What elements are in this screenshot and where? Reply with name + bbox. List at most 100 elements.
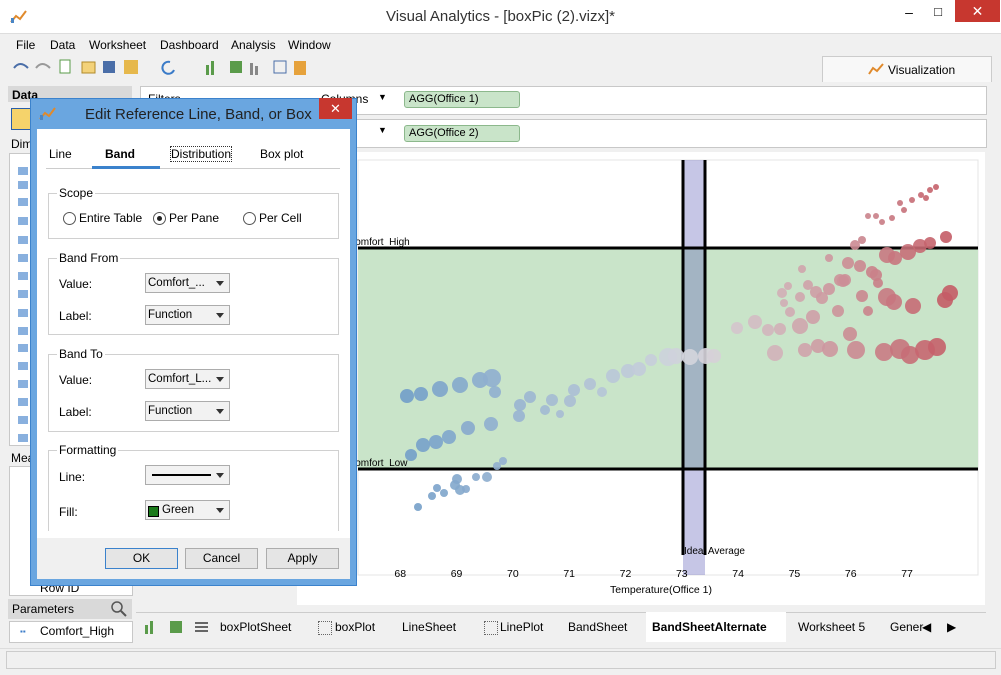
scatter-dot (784, 282, 792, 290)
sheet-tab[interactable]: LinePlot (500, 620, 544, 634)
band-to-label-label: Label: (59, 405, 92, 419)
scatter-dot (816, 292, 828, 304)
parameter-item[interactable]: Comfort_High (40, 624, 115, 638)
sheet-tab[interactable]: Gener (890, 620, 924, 634)
dialog-close[interactable]: ✕ (319, 98, 352, 119)
scatter-dot (405, 449, 417, 461)
sheet-tab[interactable]: BandSheet (568, 620, 628, 634)
scatter-dot (428, 492, 436, 500)
field-icon (18, 236, 28, 244)
scatter-dot (875, 343, 893, 361)
status-field (6, 651, 996, 669)
title-bar (0, 0, 1001, 34)
scatter-dot (564, 395, 576, 407)
sheet-tab-bar (136, 612, 986, 643)
dialog-tab[interactable]: Distribution (169, 146, 233, 162)
line-label: Line: (59, 470, 86, 484)
scatter-dot (748, 315, 762, 329)
x-tick-label: 70 (507, 568, 519, 580)
menu-item[interactable]: Worksheet (89, 38, 147, 52)
fill-select[interactable] (145, 500, 230, 520)
dialog-tab[interactable]: Line (49, 147, 72, 161)
ok-button[interactable]: OK (105, 548, 178, 569)
scatter-dot (825, 254, 833, 262)
radio[interactable] (63, 212, 76, 225)
visualization-label: Visualization (888, 63, 956, 77)
scatter-dot (493, 462, 501, 470)
sheet-tab[interactable]: BandSheetAlternate (652, 620, 767, 634)
tab-scroll-left[interactable]: ◀ (922, 620, 932, 634)
line-style-select[interactable] (145, 465, 230, 485)
sheet-tab[interactable]: boxPlot (335, 620, 376, 634)
radio-label[interactable]: Per Cell (259, 211, 302, 225)
columns-pill[interactable]: AGG(Office 1) (404, 91, 520, 108)
dialog-title: Edit Reference Line, Band, or Box (85, 106, 312, 123)
search-icon[interactable] (111, 601, 127, 617)
x-tick-label: 72 (620, 568, 632, 580)
scatter-dot (546, 394, 558, 406)
rows-pill[interactable]: AGG(Office 2) (404, 125, 520, 142)
radio-label[interactable]: Entire Table (79, 211, 143, 225)
columns-dropdown[interactable]: ▼ (378, 92, 387, 102)
dialog-tab[interactable]: Box plot (260, 147, 304, 161)
sheet-tab[interactable]: Worksheet 5 (798, 620, 866, 634)
radio-label[interactable]: Per Pane (169, 211, 220, 225)
scatter-dot (429, 435, 443, 449)
field-icon (18, 327, 28, 335)
radio[interactable] (153, 212, 166, 225)
close-button[interactable]: ✕ (955, 0, 1000, 22)
field-icon (18, 344, 28, 352)
sheet-tab[interactable]: LineSheet (402, 620, 457, 634)
cancel-button[interactable]: Cancel (185, 548, 258, 569)
menu-item[interactable]: Window (288, 38, 331, 52)
scatter-dot (866, 266, 878, 278)
ideal-average-label: Ideal Average (684, 546, 745, 557)
parameter-item-box[interactable] (9, 621, 133, 643)
band-to-label-select[interactable]: Function (145, 401, 230, 421)
tab-scroll-right[interactable]: ▶ (947, 620, 957, 634)
menu-item[interactable]: Data (50, 38, 76, 52)
scatter-dot (822, 341, 838, 357)
band-from-group: Band From (48, 251, 339, 335)
minimize-button[interactable]: – (905, 4, 913, 20)
maximize-button[interactable]: □ (934, 4, 942, 19)
band-to-value-select[interactable]: Comfort_L... (145, 369, 230, 389)
radio[interactable] (243, 212, 256, 225)
dialog-tab[interactable]: Band (105, 147, 135, 161)
field-icon (18, 309, 28, 317)
menu-item[interactable]: Analysis (231, 38, 276, 52)
scatter-dot (499, 457, 507, 465)
active-tab-indicator (92, 166, 160, 169)
field-icon (18, 272, 28, 280)
scatter-dot (889, 215, 895, 221)
scatter-dot (940, 231, 952, 243)
band-from-label-select[interactable]: Function (145, 305, 230, 325)
scatter-dot (780, 299, 788, 307)
menu-item[interactable]: Dashboard (160, 38, 219, 52)
scatter-dot (414, 503, 422, 511)
scatter-dot (806, 310, 820, 324)
tab-separator (46, 168, 340, 169)
scatter-dot (792, 318, 808, 334)
band-from-label-label: Label: (59, 309, 92, 323)
scatter-dot (873, 213, 879, 219)
scatter-dot (461, 421, 475, 435)
band-from-value-select[interactable]: Comfort_... (145, 273, 230, 293)
sheet-tab[interactable]: boxPlotSheet (220, 620, 292, 634)
menu-item[interactable]: File (16, 38, 36, 52)
scatter-dot (823, 283, 835, 295)
scatter-dot (400, 389, 414, 403)
scope-label: Scope (57, 186, 96, 200)
scatter-dot (897, 200, 903, 206)
scatter-dot (767, 345, 783, 361)
scatter-dot (858, 236, 866, 244)
x-tick-label: 71 (563, 568, 575, 580)
scatter-dot (843, 327, 857, 341)
field-icon (18, 362, 28, 370)
scatter-dot (433, 484, 441, 492)
visualization-tab[interactable] (822, 56, 992, 82)
apply-button[interactable]: Apply (266, 548, 339, 569)
rows-dropdown[interactable]: ▼ (378, 125, 387, 135)
band-low-label: Comfort_Low (348, 458, 408, 469)
scatter-dot (514, 399, 526, 411)
